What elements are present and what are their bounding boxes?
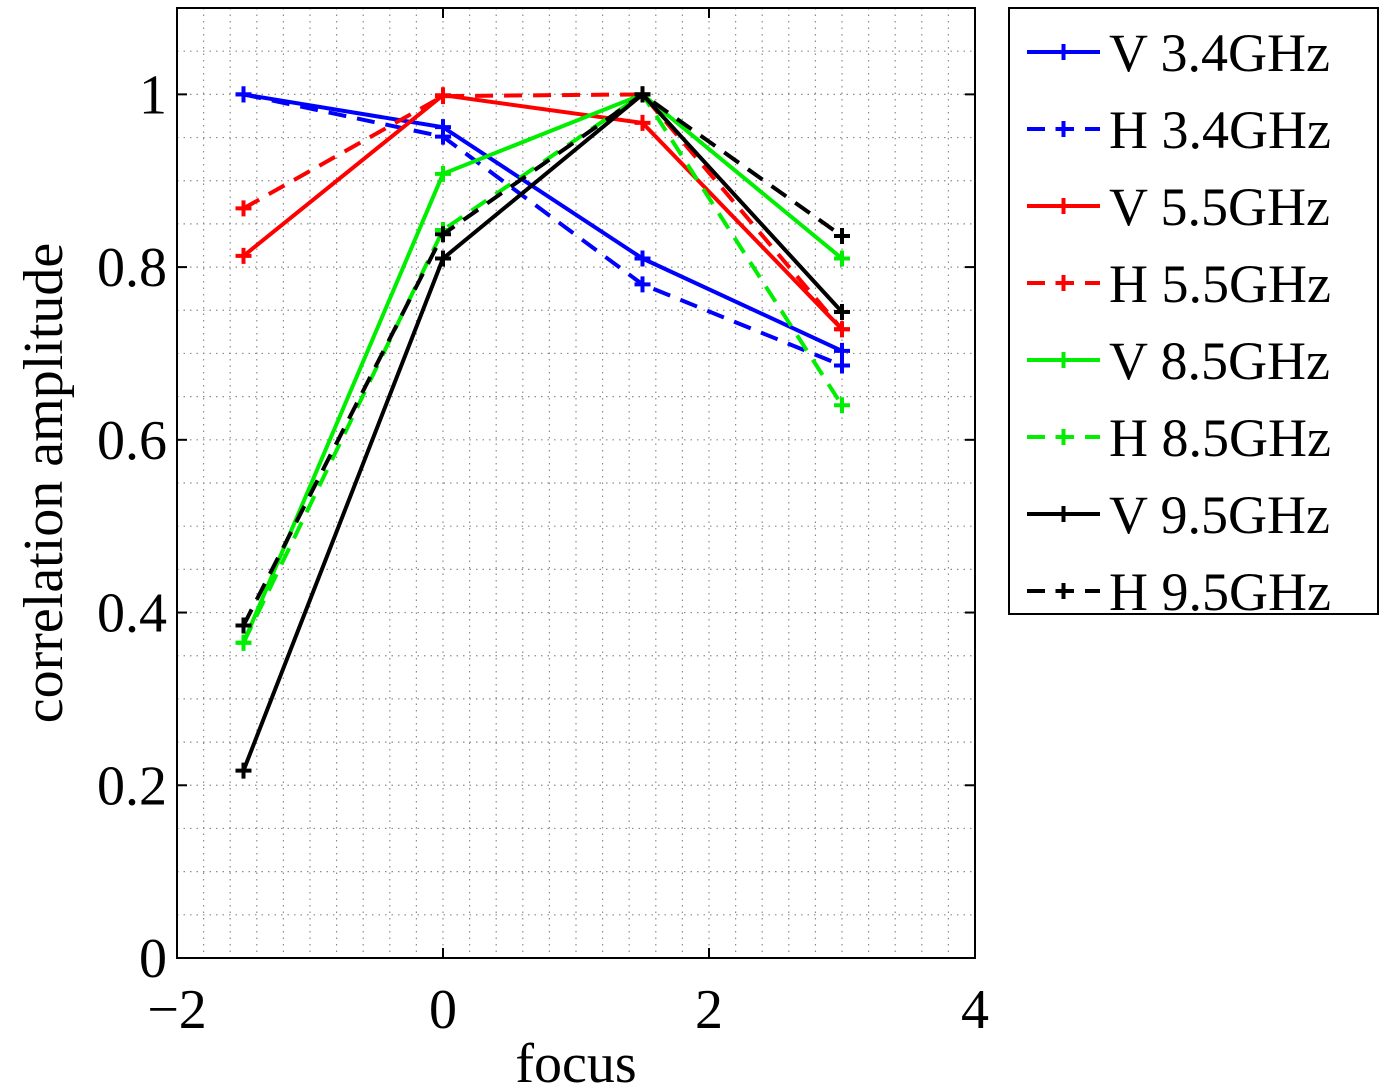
legend-marker	[1055, 275, 1072, 291]
data-point-marker	[235, 762, 252, 779]
legend-entry: H 8.5GHz	[1027, 408, 1331, 468]
series-line	[241, 92, 844, 627]
legend-marker	[1055, 583, 1072, 599]
data-point-marker	[235, 200, 252, 217]
y-tick-label: 0.4	[97, 583, 167, 645]
legend-label: V 9.5GHz	[1109, 485, 1330, 545]
y-tick-label: 0.6	[97, 410, 167, 472]
data-point-marker	[834, 321, 850, 338]
y-tick-label: 0	[139, 928, 167, 990]
data-point-marker	[834, 357, 850, 374]
legend-marker	[1055, 506, 1072, 522]
x-tick-label: −2	[147, 979, 207, 1041]
data-point-marker	[235, 634, 252, 651]
legend-label: H 3.4GHz	[1109, 100, 1331, 160]
legend-entry: V 9.5GHz	[1027, 485, 1330, 545]
series-line	[241, 92, 844, 772]
data-point-marker	[834, 228, 850, 244]
legend-entry: H 5.5GHz	[1027, 254, 1331, 314]
x-tick-label: 4	[961, 979, 989, 1041]
data-point-marker	[634, 86, 651, 103]
y-tick-label: 0.8	[97, 237, 167, 299]
y-tick-label: 0.2	[97, 755, 167, 817]
series-line	[243, 92, 843, 368]
data-point-marker	[634, 250, 651, 267]
legend-marker	[1055, 352, 1072, 368]
series-line	[242, 92, 844, 331]
axis-ticks: −2 0 2 400.20.40.60.81	[97, 8, 989, 1041]
data-point-marker	[235, 247, 252, 264]
data-point-marker	[634, 114, 651, 131]
data-point-marker	[634, 276, 651, 293]
legend-entry: H 9.5GHz	[1027, 562, 1331, 622]
legend-entry: V 3.4GHz	[1027, 23, 1330, 83]
plot-frame	[176, 7, 976, 959]
series-line	[243, 92, 843, 353]
legend-label: H 9.5GHz	[1109, 562, 1331, 622]
legend-entry: H 3.4GHz	[1027, 100, 1331, 160]
legend-label: H 8.5GHz	[1109, 408, 1331, 468]
x-tick-label: 2	[695, 979, 723, 1041]
y-tick-label: 1	[139, 64, 167, 126]
legend-marker	[1055, 429, 1072, 445]
legend-marker	[1055, 121, 1072, 137]
y-axis-label: correlation amplitude	[13, 243, 75, 723]
series-lines	[235, 86, 850, 779]
data-point-marker	[435, 165, 451, 182]
series-line	[241, 92, 844, 644]
data-point-marker	[435, 226, 451, 243]
data-point-marker	[834, 342, 850, 359]
series-line	[241, 92, 844, 644]
x-axis-label: focus	[515, 1033, 636, 1088]
legend-marker	[1055, 44, 1072, 60]
legend-entry: V 5.5GHz	[1027, 177, 1330, 237]
legend-label: H 5.5GHz	[1109, 254, 1331, 314]
legend-entry: V 8.5GHz	[1027, 331, 1330, 391]
data-point-marker	[435, 250, 451, 267]
legend-label: V 3.4GHz	[1109, 23, 1330, 83]
legend-label: V 5.5GHz	[1109, 177, 1330, 237]
data-point-marker	[834, 304, 850, 320]
data-point-marker	[235, 86, 252, 103]
legend-marker	[1055, 198, 1072, 214]
series-h-3-4ghz	[235, 86, 850, 374]
data-point-marker	[834, 250, 850, 267]
data-point-marker	[435, 88, 451, 105]
data-point-marker	[235, 617, 252, 634]
data-point-marker	[834, 397, 850, 414]
x-tick-label: 0	[429, 979, 457, 1041]
legend: V 3.4GHz H 3.4GHz V 5.5GHz H 5.5GHz V 8.5GHz…	[1008, 7, 1379, 622]
legend-label: V 8.5GHz	[1109, 331, 1330, 391]
series-h-9-5ghz	[235, 86, 850, 634]
series-line	[242, 93, 844, 331]
data-point-marker	[435, 128, 451, 145]
